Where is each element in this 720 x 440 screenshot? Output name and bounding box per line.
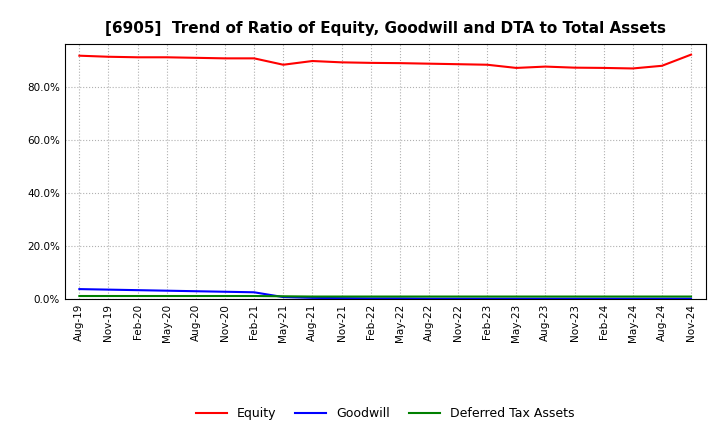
Goodwill xyxy=(454,296,462,301)
Deferred Tax Assets xyxy=(425,294,433,299)
Line: Deferred Tax Assets: Deferred Tax Assets xyxy=(79,296,691,297)
Deferred Tax Assets xyxy=(629,294,637,299)
Deferred Tax Assets xyxy=(133,293,142,299)
Goodwill xyxy=(366,296,375,301)
Goodwill xyxy=(425,296,433,301)
Goodwill xyxy=(104,287,113,292)
Legend: Equity, Goodwill, Deferred Tax Assets: Equity, Goodwill, Deferred Tax Assets xyxy=(191,403,580,425)
Equity xyxy=(163,55,171,60)
Deferred Tax Assets xyxy=(657,294,666,299)
Goodwill xyxy=(395,296,404,301)
Equity xyxy=(337,60,346,65)
Deferred Tax Assets xyxy=(395,294,404,299)
Equity xyxy=(425,61,433,66)
Goodwill xyxy=(483,296,492,301)
Deferred Tax Assets xyxy=(220,293,229,299)
Deferred Tax Assets xyxy=(483,294,492,299)
Line: Equity: Equity xyxy=(79,55,691,69)
Deferred Tax Assets xyxy=(250,293,258,299)
Equity xyxy=(541,64,550,69)
Deferred Tax Assets xyxy=(454,294,462,299)
Deferred Tax Assets xyxy=(337,294,346,299)
Line: Goodwill: Goodwill xyxy=(79,289,691,299)
Deferred Tax Assets xyxy=(308,294,317,299)
Equity xyxy=(657,63,666,69)
Goodwill xyxy=(599,296,608,301)
Goodwill xyxy=(163,288,171,293)
Deferred Tax Assets xyxy=(192,293,200,299)
Equity xyxy=(599,65,608,70)
Goodwill xyxy=(308,295,317,301)
Goodwill xyxy=(570,296,579,301)
Deferred Tax Assets xyxy=(366,294,375,299)
Goodwill xyxy=(687,296,696,301)
Equity xyxy=(250,56,258,61)
Deferred Tax Assets xyxy=(163,293,171,299)
Equity xyxy=(483,62,492,67)
Equity xyxy=(220,56,229,61)
Deferred Tax Assets xyxy=(104,293,113,299)
Equity xyxy=(570,65,579,70)
Title: [6905]  Trend of Ratio of Equity, Goodwill and DTA to Total Assets: [6905] Trend of Ratio of Equity, Goodwil… xyxy=(104,21,666,36)
Goodwill xyxy=(541,296,550,301)
Goodwill xyxy=(192,289,200,294)
Deferred Tax Assets xyxy=(541,294,550,299)
Equity xyxy=(104,54,113,59)
Equity xyxy=(687,52,696,57)
Goodwill xyxy=(657,296,666,301)
Deferred Tax Assets xyxy=(570,294,579,299)
Equity xyxy=(308,59,317,64)
Deferred Tax Assets xyxy=(75,293,84,299)
Goodwill xyxy=(337,296,346,301)
Goodwill xyxy=(629,296,637,301)
Deferred Tax Assets xyxy=(599,294,608,299)
Equity xyxy=(629,66,637,71)
Deferred Tax Assets xyxy=(687,294,696,299)
Equity xyxy=(512,65,521,70)
Equity xyxy=(192,55,200,60)
Equity xyxy=(279,62,287,67)
Equity xyxy=(395,60,404,66)
Goodwill xyxy=(220,289,229,294)
Goodwill xyxy=(133,287,142,293)
Goodwill xyxy=(75,286,84,292)
Goodwill xyxy=(512,296,521,301)
Goodwill xyxy=(279,294,287,300)
Equity xyxy=(366,60,375,66)
Deferred Tax Assets xyxy=(279,293,287,299)
Equity xyxy=(133,55,142,60)
Equity xyxy=(454,62,462,67)
Equity xyxy=(75,53,84,59)
Deferred Tax Assets xyxy=(512,294,521,299)
Goodwill xyxy=(250,290,258,295)
